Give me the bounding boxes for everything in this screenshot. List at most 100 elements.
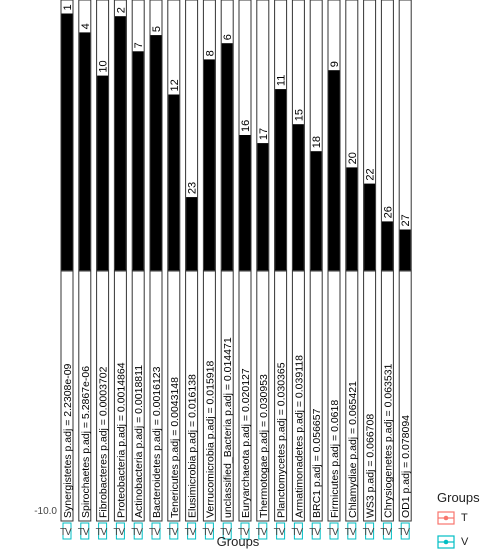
facet-strip-box xyxy=(291,270,305,522)
facet-strip-box xyxy=(131,270,145,522)
group-tick-box xyxy=(222,522,232,540)
bar xyxy=(381,221,393,270)
facet-strip-label: Firmicutes p.adj = 0.0618 xyxy=(329,400,341,518)
group-tick-label-v: V xyxy=(65,527,72,538)
bar xyxy=(168,94,180,270)
panel-6: 5 Bacteroidetes p.adj = 0.0016123 TV xyxy=(149,0,163,540)
bar xyxy=(186,197,198,270)
facet-strip-box xyxy=(256,270,270,522)
group-tick-label-t: T xyxy=(167,527,173,538)
bar-rank-label: 15 xyxy=(293,109,305,121)
facet-strip-label: Euryarchaeota p.adj = 0.020127 xyxy=(240,368,252,518)
group-tick-box xyxy=(204,522,214,540)
bar-rank-label: 18 xyxy=(311,136,323,148)
group-tick-label-t: T xyxy=(185,527,191,538)
bar xyxy=(310,151,322,270)
legend-key-v-icon xyxy=(437,533,455,551)
bar xyxy=(97,75,109,270)
bar xyxy=(132,51,144,270)
group-tick-labels: TV xyxy=(274,522,286,540)
bar-rank-label: 10 xyxy=(98,60,110,72)
bar-rank-label: 6 xyxy=(222,34,234,40)
x-axis-title: Groups xyxy=(217,534,260,549)
facet-strip-label: OD1 p.adj = 0.078094 xyxy=(400,415,412,518)
panel-11: 16 Euryarchaeota p.adj = 0.020127 TV xyxy=(238,0,252,540)
facet-strip-box xyxy=(78,270,92,522)
panel-4: 2 Proteobacteria p.adj = 0.0014864 TV xyxy=(113,0,127,540)
group-tick-box xyxy=(258,522,268,540)
panel-9: 8 Verrucomicrobia p.adj = 0.015918 TV xyxy=(202,0,216,540)
group-tick-label-t: T xyxy=(78,527,84,538)
group-tick-labels: TV xyxy=(327,522,339,540)
legend-key-t-icon xyxy=(437,509,455,527)
group-tick-box xyxy=(347,522,357,540)
bar xyxy=(150,35,162,270)
panel-1: 1 Synergistetes p.adj = 2.2308e-09 TV xyxy=(60,0,74,540)
group-tick-label-v: V xyxy=(296,527,303,538)
panel-12: 17 Thermotogae p.adj = 0.030953 TV xyxy=(256,0,270,540)
panel-19: 26 Chrysiogenetes p.adj = 0.063531 TV xyxy=(380,0,394,540)
facet-strip-box xyxy=(149,270,163,522)
facet-strip-label: Bacteroidetes p.adj = 0.0016123 xyxy=(151,366,163,518)
panel-18: 22 WS3 p.adj = 0.066708 TV xyxy=(363,0,377,540)
facet-strip-box xyxy=(113,270,127,522)
group-tick-label-v: V xyxy=(136,527,143,538)
bar-rank-label: 4 xyxy=(80,23,92,29)
bar-rank-label: 9 xyxy=(329,61,341,67)
group-tick-label-t: T xyxy=(291,527,297,538)
facet-strip-label: Spirochaetes p.adj = 5.2867e-06 xyxy=(80,366,92,518)
bar xyxy=(221,43,233,271)
group-tick-box xyxy=(400,522,410,540)
bar xyxy=(364,183,376,270)
group-tick-label-v: V xyxy=(225,527,232,538)
facet-strip-label: Elusimicrobia p.adj = 0.016138 xyxy=(187,374,199,518)
bar-rank-label: 16 xyxy=(240,120,252,132)
group-tick-box xyxy=(311,522,321,540)
group-tick-label-t: T xyxy=(131,527,137,538)
group-tick-labels: TV xyxy=(363,522,375,540)
facet-strip-box xyxy=(96,270,110,522)
group-tick-labels: TV xyxy=(291,522,303,540)
group-tick-box xyxy=(62,522,72,540)
legend-entry-v: V xyxy=(437,531,480,553)
panel-5: 7 Actinobacteria p.adj = 0.0018811 TV xyxy=(131,0,145,540)
group-tick-labels: TV xyxy=(380,522,392,540)
group-tick-box xyxy=(133,522,143,540)
facet-strip-label: BRC1 p.adj = 0.056657 xyxy=(311,408,323,518)
group-tick-label-v: V xyxy=(172,527,179,538)
bar xyxy=(328,70,340,270)
group-tick-label-t: T xyxy=(60,527,66,538)
group-tick-box xyxy=(115,522,125,540)
facet-strip-box xyxy=(185,270,199,522)
group-tick-box xyxy=(365,522,375,540)
bar-rank-label: 27 xyxy=(400,214,412,226)
group-tick-box xyxy=(151,522,161,540)
facet-strip-box xyxy=(238,270,252,522)
facet-strip-label: Verrucomicrobia p.adj = 0.015918 xyxy=(204,361,216,518)
panel-20: 27 OD1 p.adj = 0.078094 TV xyxy=(398,0,412,540)
group-tick-label-v: V xyxy=(403,527,410,538)
group-tick-box xyxy=(187,522,197,540)
group-tick-labels: TV xyxy=(167,522,179,540)
bar-rank-label: 11 xyxy=(276,75,288,86)
panel-17: 20 Chlamydiae p.adj = 0.065421 TV xyxy=(345,0,359,540)
bar-rank-label: 2 xyxy=(115,7,127,13)
group-tick-label-v: V xyxy=(368,527,375,538)
bar-rank-label: 8 xyxy=(204,50,216,56)
group-tick-labels: TV xyxy=(131,522,143,540)
group-tick-labels: TV xyxy=(256,522,268,540)
group-tick-label-t: T xyxy=(309,527,315,538)
group-tick-box xyxy=(169,522,179,540)
panel-15: 18 BRC1 p.adj = 0.056657 TV xyxy=(309,0,323,540)
group-tick-label-v: V xyxy=(207,527,214,538)
group-tick-label-v: V xyxy=(385,527,392,538)
facet-strip-label: Actinobacteria p.adj = 0.0018811 xyxy=(133,365,145,518)
group-tick-label-v: V xyxy=(332,527,339,538)
group-tick-label-t: T xyxy=(149,527,155,538)
bar xyxy=(61,13,73,270)
group-tick-labels: TV xyxy=(398,522,410,540)
group-tick-label-t: T xyxy=(113,527,119,538)
bar xyxy=(239,135,251,270)
group-tick-label-t: T xyxy=(220,527,226,538)
legend-label-v: V xyxy=(461,536,469,548)
